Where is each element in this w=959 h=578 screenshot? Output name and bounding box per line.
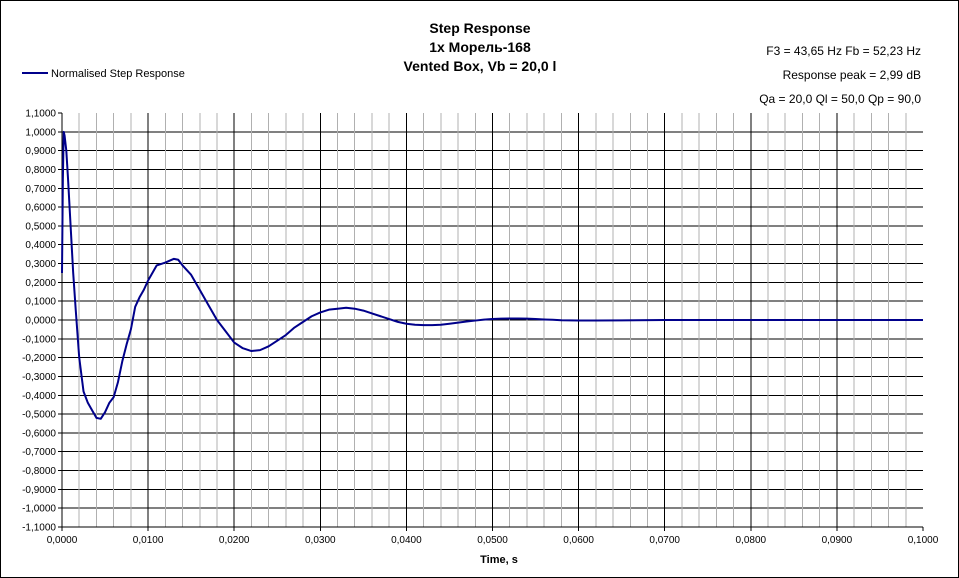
y-tick-label: 0,5000 bbox=[25, 221, 56, 232]
y-tick-labels: 1,1000 1,0000 0,9000 0,8000 0,7000 0,6000 0,50… bbox=[22, 109, 56, 534]
frequency-info: F3 = 43,65 Hz Fb = 52,23 Hz bbox=[766, 44, 921, 58]
y-tick-label: -0,1000 bbox=[22, 334, 56, 345]
x-tick-label: 0,0100 bbox=[133, 535, 164, 546]
y-tick-label: 1,0000 bbox=[25, 127, 56, 138]
x-tick-label: 0,0000 bbox=[47, 535, 78, 546]
y-tick-label: 0,0000 bbox=[25, 316, 56, 327]
x-tick-label: 0,0200 bbox=[219, 535, 250, 546]
chart-title: Step Response bbox=[429, 20, 530, 36]
series-layer bbox=[61, 130, 923, 420]
y-tick-label: 0,7000 bbox=[25, 184, 56, 195]
y-tick-label: -0,3000 bbox=[22, 372, 56, 383]
x-axis-label: Time, s bbox=[480, 554, 518, 566]
y-tick-label: 1,1000 bbox=[25, 109, 56, 120]
x-tick-label: 0,0800 bbox=[736, 535, 767, 546]
legend-label: Normalised Step Response bbox=[51, 68, 185, 80]
x-tick-label: 0,0700 bbox=[649, 535, 680, 546]
x-tick-label: 0,0500 bbox=[477, 535, 508, 546]
y-tick-label: -0,7000 bbox=[22, 447, 56, 458]
chart-subtitle-1: 1x Морель-168 bbox=[429, 39, 531, 55]
x-tick-label: 0,0400 bbox=[391, 535, 422, 546]
y-tick-label: -0,4000 bbox=[22, 391, 56, 402]
q-factors-info: Qa = 20,0 Ql = 50,0 Qp = 90,0 bbox=[759, 92, 921, 106]
x-tick-label: 0,1000 bbox=[908, 535, 939, 546]
x-tick-labels: 0,0000 0,0100 0,0200 0,0300 0,0400 0,0500 0,06… bbox=[47, 535, 939, 546]
y-tick-label: -0,5000 bbox=[22, 410, 56, 421]
y-tick-label: -0,2000 bbox=[22, 353, 56, 364]
y-tick-label: 0,2000 bbox=[25, 278, 56, 289]
y-tick-label: -1,0000 bbox=[22, 504, 56, 515]
x-tick-label: 0,0900 bbox=[822, 535, 853, 546]
chart-subtitle-2: Vented Box, Vb = 20,0 l bbox=[404, 58, 557, 74]
legend: Normalised Step Response bbox=[22, 68, 185, 80]
series-line bbox=[61, 130, 923, 420]
response-peak-info: Response peak = 2,99 dB bbox=[783, 68, 921, 82]
y-tick-label: -0,6000 bbox=[22, 428, 56, 439]
y-tick-label: 0,8000 bbox=[25, 165, 56, 176]
y-tick-label: 0,9000 bbox=[25, 146, 56, 157]
y-tick-label: 0,3000 bbox=[25, 259, 56, 270]
y-tick-label: -0,9000 bbox=[22, 485, 56, 496]
x-tick-label: 0,0300 bbox=[305, 535, 336, 546]
y-tick-label: -0,8000 bbox=[22, 466, 56, 477]
y-tick-label: 0,6000 bbox=[25, 203, 56, 214]
y-tick-label: 0,4000 bbox=[25, 240, 56, 251]
y-tick-label: 0,1000 bbox=[25, 297, 56, 308]
x-tick-label: 0,0600 bbox=[563, 535, 594, 546]
y-tick-label: -1,1000 bbox=[22, 523, 56, 534]
